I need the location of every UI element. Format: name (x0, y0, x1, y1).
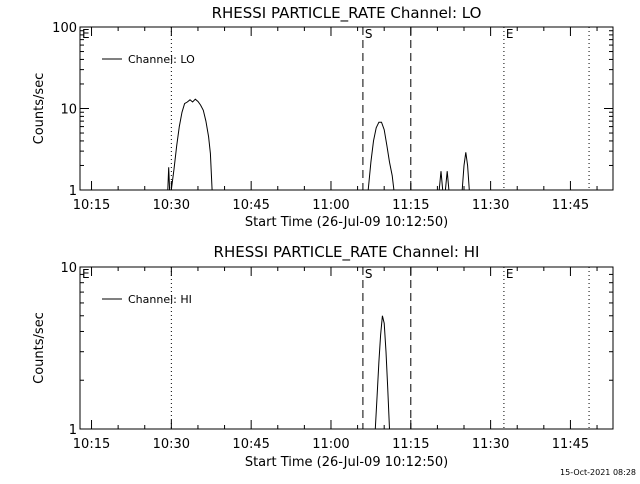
chart-title: RHESSI PARTICLE_RATE Channel: LO (212, 4, 482, 23)
x-tick-label: 11:30 (472, 198, 509, 213)
footer-timestamp: 15-Oct-2021 08:28 (560, 468, 636, 477)
x-tick-label: 11:45 (552, 198, 589, 213)
x-tick-label: 10:45 (232, 437, 269, 452)
x-tick-label: 11:15 (392, 198, 429, 213)
x-tick-label: 11:00 (312, 198, 349, 213)
series-line-channel-lo (167, 98, 470, 191)
x-tick-label: 10:30 (153, 437, 190, 452)
x-tick-label: 11:00 (312, 437, 349, 452)
x-axis-label: Start Time (26-Jul-09 10:12:50) (245, 455, 448, 470)
plot-frame (79, 266, 614, 430)
event-marker-label: E (506, 267, 514, 281)
y-tick-label: 1 (69, 184, 77, 199)
event-marker-label: S (365, 27, 373, 41)
legend-label: Channel: HI (128, 293, 192, 306)
event-marker-label: E (82, 267, 90, 281)
y-tick-label: 10 (60, 103, 77, 118)
x-tick-label: 11:45 (552, 437, 589, 452)
x-tick-label: 10:45 (232, 198, 269, 213)
y-tick-label: 10 (60, 261, 77, 276)
series-line-channel-hi (374, 315, 390, 430)
plot-frame (79, 26, 614, 191)
x-tick-label: 10:15 (73, 198, 110, 213)
x-axis-label: Start Time (26-Jul-09 10:12:50) (245, 215, 448, 230)
y-axis-label: Counts/sec (32, 73, 47, 145)
y-tick-label: 1 (69, 423, 77, 438)
x-tick-label: 11:15 (392, 437, 429, 452)
event-marker-label: E (82, 27, 90, 41)
event-marker-label: E (506, 27, 514, 41)
legend-label: Channel: LO (128, 53, 195, 66)
y-axis-label: Counts/sec (32, 312, 47, 384)
y-tick-label: 100 (52, 21, 77, 36)
x-tick-label: 11:30 (472, 437, 509, 452)
chart-title: RHESSI PARTICLE_RATE Channel: HI (214, 243, 480, 262)
x-tick-label: 10:30 (153, 198, 190, 213)
event-marker-label: S (365, 267, 373, 281)
x-tick-label: 10:15 (73, 437, 110, 452)
